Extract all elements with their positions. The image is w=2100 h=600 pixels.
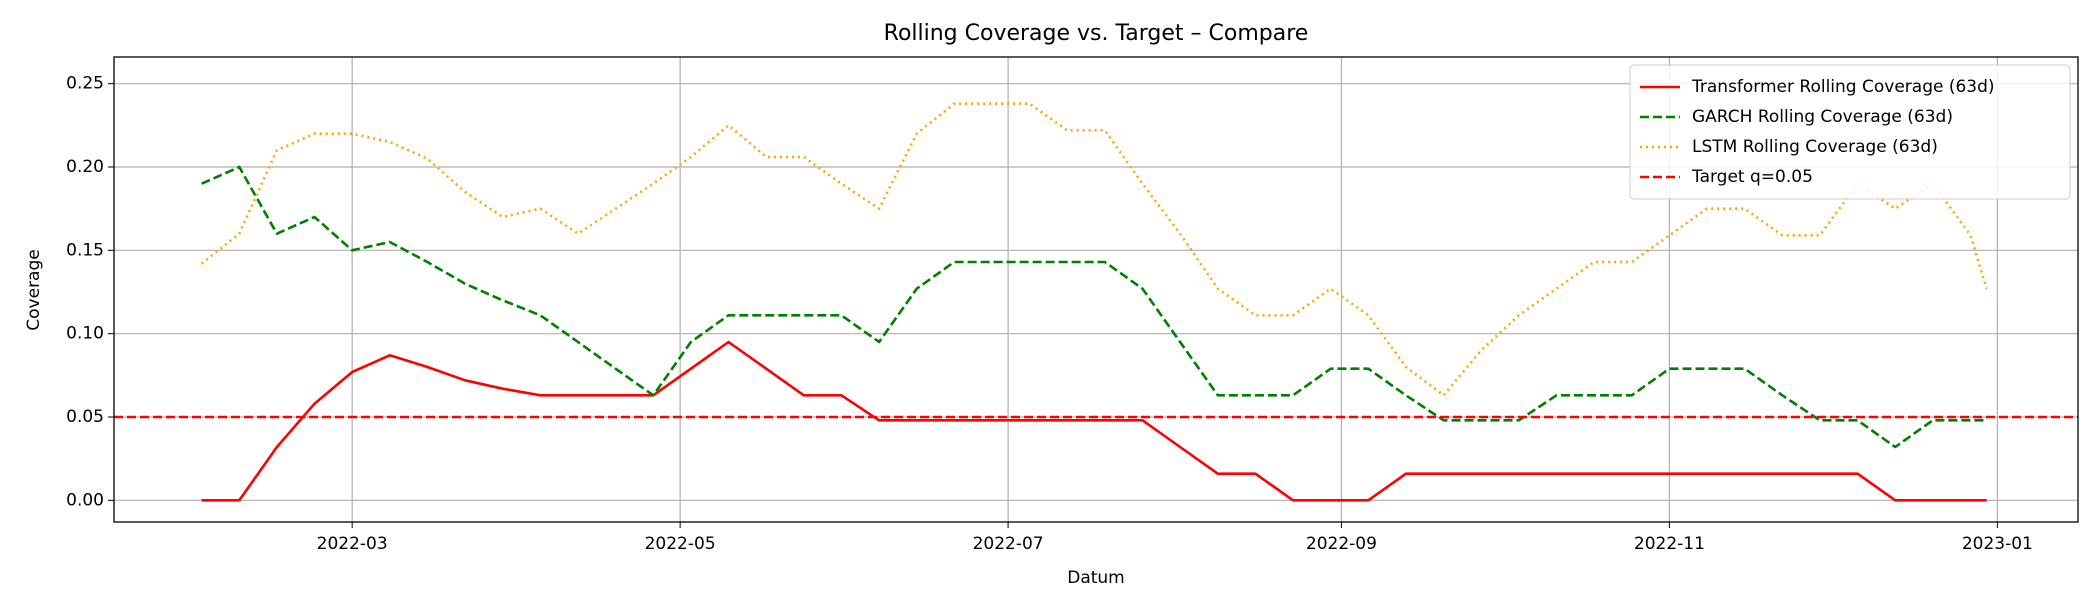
x-tick-label: 2022-09 bbox=[1306, 534, 1377, 554]
plot-frame bbox=[113, 56, 2079, 523]
x-tick-label: 2022-05 bbox=[645, 534, 716, 554]
series-line bbox=[201, 340, 1987, 502]
x-tick-label: 2023-01 bbox=[1962, 534, 2033, 554]
chart-title: Rolling Coverage vs. Target – Compare bbox=[884, 21, 1309, 46]
legend-label: Transformer Rolling Coverage (63d) bbox=[1691, 77, 1995, 97]
x-tick-label: 2022-11 bbox=[1634, 534, 1705, 554]
series-line bbox=[201, 165, 1987, 449]
series-line bbox=[200, 102, 1988, 397]
y-tick-label: 0.00 bbox=[66, 490, 104, 510]
x-axis-label: Datum bbox=[1067, 568, 1125, 588]
legend-label: LSTM Rolling Coverage (63d) bbox=[1692, 137, 1938, 157]
x-tick-label: 2022-03 bbox=[317, 534, 388, 554]
y-axis-label: Coverage bbox=[24, 249, 44, 330]
legend: Transformer Rolling Coverage (63d) GARCH … bbox=[1629, 64, 2071, 200]
y-tick-label: 0.05 bbox=[66, 407, 104, 427]
x-tick-label: 2022-07 bbox=[973, 534, 1044, 554]
y-tick-label: 0.15 bbox=[66, 240, 104, 260]
y-tick-label: 0.10 bbox=[66, 324, 104, 344]
legend-box bbox=[1629, 64, 2071, 200]
y-tick-label: 0.25 bbox=[66, 74, 104, 94]
legend-label: GARCH Rolling Coverage (63d) bbox=[1692, 107, 1953, 127]
legend-label: Target q=0.05 bbox=[1691, 167, 1813, 187]
y-tick-label: 0.20 bbox=[66, 157, 104, 177]
